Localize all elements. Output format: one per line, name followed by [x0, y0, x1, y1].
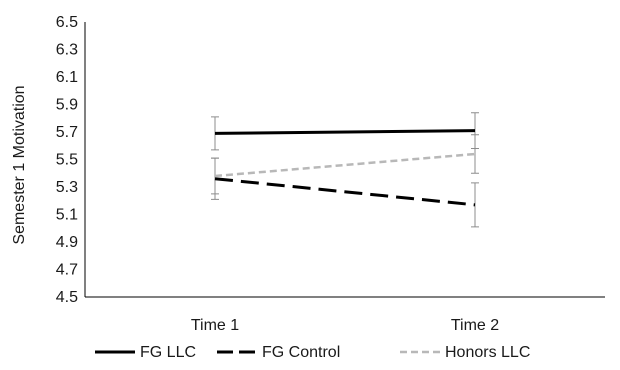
- tick-labels: 4.5 4.7 4.9 5.1 5.3 5.5 5.7 5.9 6.1 6.3 6.5 Time 1 T…: [56, 14, 500, 334]
- x-tick-label: Time 1: [191, 317, 239, 334]
- y-tick-label: 5.3: [56, 179, 78, 196]
- series-line-1: [214, 129, 476, 135]
- y-tick-label: 4.7: [56, 262, 78, 279]
- legend-item: Honors LLC: [400, 344, 530, 361]
- y-tick-label: 4.5: [56, 289, 78, 306]
- series-lines: [214, 129, 476, 207]
- y-tick-label: 5.1: [56, 207, 78, 224]
- series-line-3: [214, 152, 476, 178]
- y-tick-label: 6.3: [56, 42, 78, 59]
- legend-item: FG Control: [217, 344, 340, 361]
- y-tick-label: 6.5: [56, 14, 78, 31]
- legend-item: FG LLC: [95, 344, 196, 361]
- legend-label: FG LLC: [140, 344, 196, 361]
- x-tick-label: Time 2: [451, 317, 499, 334]
- y-tick-label: 5.9: [56, 97, 78, 114]
- legend-label: FG Control: [262, 344, 340, 361]
- y-tick-label: 4.9: [56, 234, 78, 251]
- series-line-2: [214, 177, 476, 207]
- y-tick-label: 5.7: [56, 124, 78, 141]
- error-bar: [471, 134, 479, 174]
- y-tick-label: 5.5: [56, 152, 78, 169]
- legend-label: Honors LLC: [445, 344, 530, 361]
- legend: FG LLC FG Control Honors LLC: [95, 344, 530, 361]
- y-axis-title: Semester 1 Motivation: [11, 85, 28, 244]
- axes: [84, 22, 605, 298]
- y-tick-label: 6.1: [56, 69, 78, 86]
